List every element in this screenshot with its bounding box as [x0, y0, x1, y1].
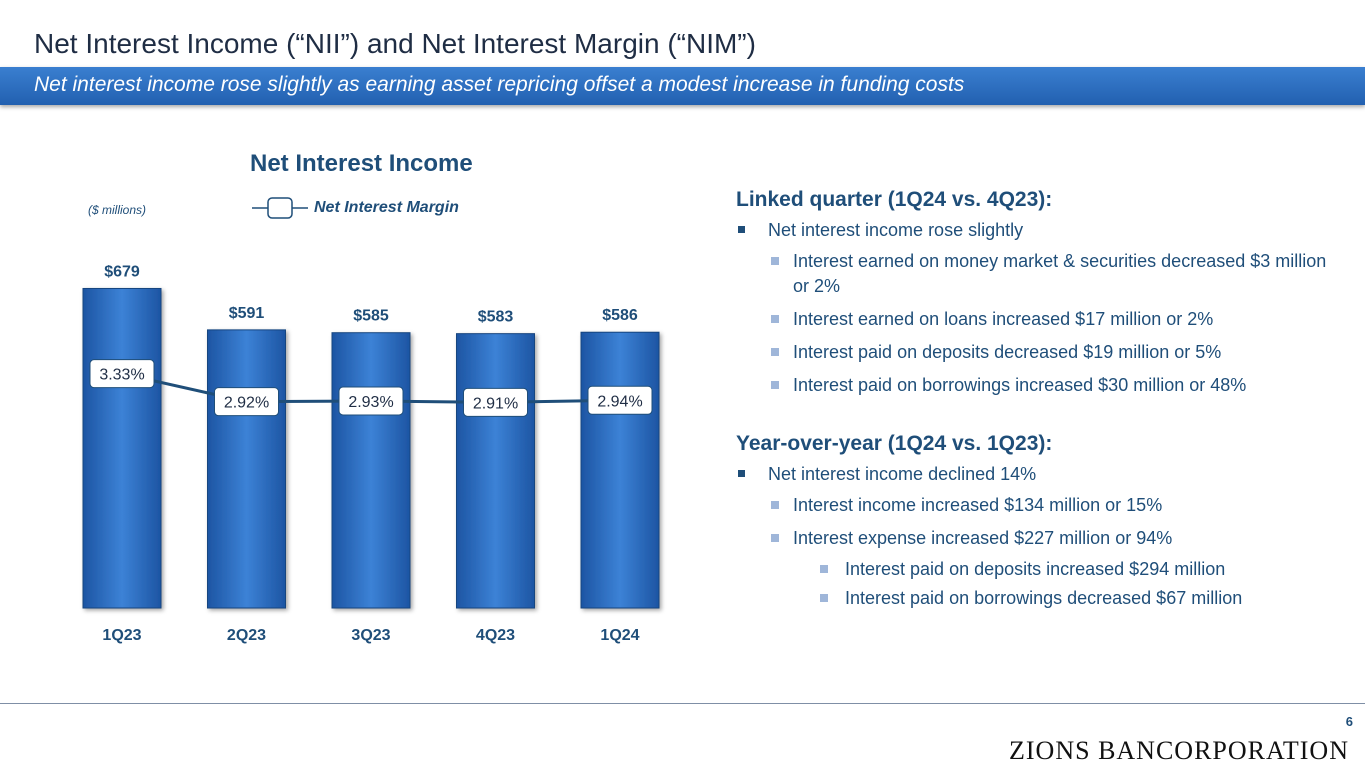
- yoy-sub-bullet: Interest income increased $134 million o…: [736, 493, 1346, 518]
- bullet-text: Interest paid on deposits decreased $19 …: [793, 342, 1222, 362]
- page-number: 6: [1345, 714, 1353, 729]
- square-bullet-icon: [771, 315, 779, 323]
- square-bullet-icon: [771, 381, 779, 389]
- square-bullet-icon: [820, 594, 828, 602]
- linked-sub-bullet: Interest paid on borrowings increased $3…: [736, 373, 1346, 398]
- square-bullet-icon: [771, 501, 779, 509]
- nii-value-label: $586: [602, 307, 638, 324]
- bullet-text: Net interest income declined 14%: [768, 464, 1037, 484]
- linked-quarter-heading: Linked quarter (1Q24 vs. 4Q23):: [736, 188, 1053, 211]
- units-note: ($ millions): [88, 203, 147, 217]
- linked-main-bullet: Net interest income rose slightly: [736, 220, 1346, 241]
- category-tick-label: 1Q24: [600, 627, 639, 644]
- legend-line-marker-icon: [252, 197, 308, 219]
- nii-bar: [82, 287, 162, 609]
- commentary-panel: Linked quarter (1Q24 vs. 4Q23): Net inte…: [736, 188, 1346, 617]
- bullet-text: Interest earned on loans increased $17 m…: [793, 309, 1214, 329]
- bullet-text: Interest expense increased $227 million …: [793, 528, 1173, 548]
- legend-label: Net Interest Margin: [314, 199, 459, 216]
- bullet-text: Interest paid on borrowings increased $3…: [793, 375, 1247, 395]
- nii-value-label: $679: [104, 263, 140, 280]
- yoy-subsub-bullet: Interest paid on deposits increased $294…: [736, 559, 1346, 580]
- bullet-text: Interest paid on deposits increased $294…: [845, 559, 1226, 579]
- nii-bar: [331, 332, 411, 609]
- nim-value-label: 2.92%: [224, 395, 269, 412]
- bullet-text: Interest income increased $134 million o…: [793, 495, 1163, 515]
- linked-sub-bullet: Interest paid on deposits decreased $19 …: [736, 340, 1346, 365]
- category-tick-label: 2Q23: [227, 627, 266, 644]
- square-bullet-icon: [738, 470, 745, 477]
- yoy-main-bullet: Net interest income declined 14%: [736, 464, 1346, 485]
- nii-bar: [456, 333, 535, 609]
- nim-value-label: 2.91%: [473, 395, 518, 412]
- chart-title: Net Interest Income: [250, 150, 473, 177]
- company-logo: ZIONS BANCORPORATION: [1009, 736, 1349, 765]
- nii-bar: [207, 329, 286, 609]
- square-bullet-icon: [771, 348, 779, 356]
- category-tick-label: 1Q23: [102, 627, 141, 644]
- page-subtitle: Net interest income rose slightly as ear…: [34, 73, 965, 96]
- linked-sub-bullet: Interest earned on loans increased $17 m…: [736, 307, 1346, 332]
- year-over-year-heading: Year-over-year (1Q24 vs. 1Q23):: [736, 432, 1053, 455]
- nim-value-label: 3.33%: [99, 367, 144, 384]
- nim-point-box: [463, 387, 528, 417]
- page-title: Net Interest Income (“NII”) and Net Inte…: [34, 28, 756, 59]
- nii-value-label: $585: [353, 308, 389, 325]
- category-tick-label: 4Q23: [476, 627, 515, 644]
- category-tick-label: 3Q23: [351, 627, 390, 644]
- footer-divider: [0, 703, 1365, 704]
- bullet-text: Net interest income rose slightly: [768, 220, 1024, 240]
- bullet-text: Interest earned on money market & securi…: [793, 251, 1327, 296]
- square-bullet-icon: [820, 565, 828, 573]
- nim-value-label: 2.93%: [348, 394, 393, 411]
- nim-value-label: 2.94%: [597, 393, 642, 410]
- nii-value-label: $583: [478, 309, 514, 326]
- yoy-sub-bullet: Interest expense increased $227 million …: [736, 526, 1346, 551]
- square-bullet-icon: [738, 226, 745, 233]
- square-bullet-icon: [771, 257, 779, 265]
- nim-point-box: [587, 385, 653, 415]
- bullet-text: Interest paid on borrowings decreased $6…: [845, 588, 1243, 608]
- nim-point-box: [214, 387, 279, 417]
- subtitle-banner: Net interest income rose slightly as ear…: [0, 67, 1365, 105]
- nim-point-box: [89, 359, 155, 389]
- nii-chart: $679 1Q23 $591 2Q23 $585 3Q23 $583 4Q23 $586 1Q24…: [82, 263, 660, 644]
- nii-bar: [580, 331, 660, 609]
- square-bullet-icon: [771, 534, 779, 542]
- nim-point-box: [338, 386, 404, 416]
- nii-value-label: $591: [229, 305, 265, 322]
- linked-sub-bullet: Interest earned on money market & securi…: [736, 249, 1346, 299]
- yoy-subsub-bullet: Interest paid on borrowings decreased $6…: [736, 588, 1346, 609]
